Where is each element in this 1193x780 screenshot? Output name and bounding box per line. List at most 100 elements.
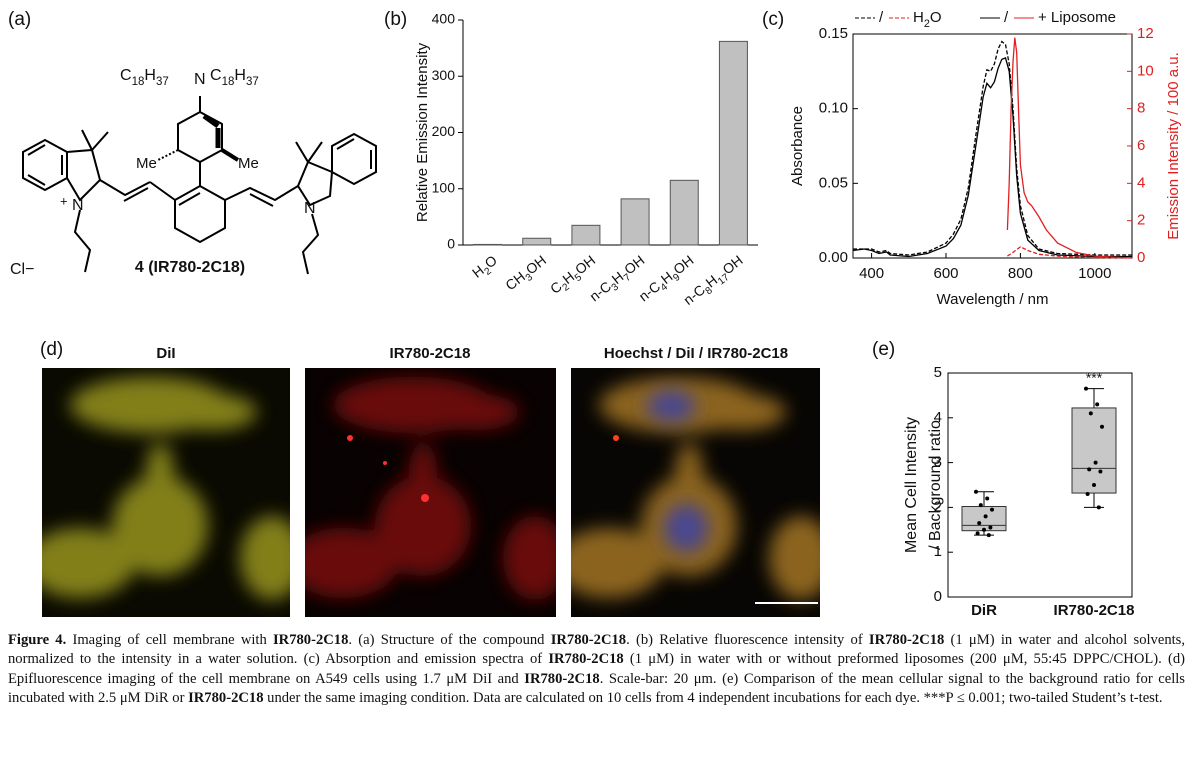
data-point [975, 531, 980, 536]
y2-tick-label: 4 [1137, 174, 1145, 191]
caption-run: . (a) Structure of the compound [348, 632, 551, 648]
caption-run: IR780-2C18 [868, 632, 945, 648]
caption: Figure 4. Imaging of cell membrane with … [8, 631, 1185, 708]
y2-tick-label: 8 [1137, 100, 1145, 117]
caption-run: (1 μM) in water with or without preforme… [8, 651, 1185, 687]
y-axis-label: Relative Emission Intensity [414, 42, 431, 222]
data-point [1092, 483, 1096, 487]
y-tick-label: 2 [934, 498, 942, 515]
data-point [983, 514, 988, 519]
y2-tick-label: 2 [1137, 212, 1145, 229]
x-tick-label: 400 [859, 265, 884, 282]
atom-label: N [304, 200, 316, 217]
bar [669, 179, 699, 246]
legend-separator: / [879, 9, 884, 26]
y2-tick-label: 12 [1137, 25, 1154, 42]
y-tick-label: 400 [432, 11, 456, 27]
y-tick-label: 100 [432, 179, 456, 195]
bar [571, 224, 601, 246]
bar [522, 237, 552, 246]
y-tick-label: 5 [934, 364, 942, 381]
legend-label: + Liposome [1038, 9, 1116, 26]
y-tick-label: 0.10 [819, 100, 848, 117]
data-point [1098, 469, 1103, 474]
series-line [853, 40, 1132, 256]
legend-separator: / [1004, 9, 1009, 26]
caption-run: . Scale-bar: 20 μm. (e) Comparison of th… [8, 670, 1185, 706]
data-point [1100, 424, 1104, 429]
y-tick-label: 0 [934, 588, 942, 605]
image-title: IR780-2C18 [390, 345, 471, 362]
data-point [990, 507, 994, 512]
plot-frame [947, 372, 1133, 598]
y-tick-label: 0 [447, 236, 455, 252]
caption-run: (1 μM) in water and alcohol solvents, no… [8, 632, 1185, 668]
x-tick-label: 600 [933, 265, 958, 282]
caption-run: Imaging of cell membrane with [66, 632, 273, 648]
y-tick-label: 300 [432, 67, 456, 83]
y2-tick-label: 6 [1137, 137, 1145, 154]
caption-run: . (b) Relative fluorescence intensity of [626, 632, 869, 648]
y-tick-label: 4 [934, 409, 942, 426]
caption-run: Figure 4. [8, 632, 67, 648]
image-title: Hoechst / DiI / IR780-2C18 [604, 345, 788, 362]
legend-label: H2O [913, 9, 942, 30]
series-line [1006, 37, 1133, 259]
data-point [974, 489, 978, 494]
data-point [1093, 460, 1098, 465]
y-tick-label: 3 [934, 454, 942, 471]
data-point [1087, 467, 1092, 472]
x-tick-label: H2O [469, 252, 503, 285]
substituent: C18H37 [120, 67, 169, 88]
data-point [982, 527, 986, 532]
y-tick-label: 1 [934, 543, 942, 560]
bar [718, 40, 748, 246]
x-tick-label: CH3OH [502, 252, 552, 297]
caption-run: IR780-2C18 [524, 670, 600, 687]
y-axis-label: Mean Cell Intensity [903, 417, 920, 553]
y-axis-label: Absorbance [789, 106, 806, 186]
counterion: Cl− [10, 261, 34, 278]
x-tick-label: 1000 [1078, 265, 1111, 282]
y2-tick-label: 0 [1137, 249, 1145, 266]
y-tick-label: 200 [432, 123, 456, 139]
caption-run: IR780-2C18 [548, 651, 624, 668]
data-point [986, 533, 991, 538]
panel-label: (d) [40, 339, 63, 360]
y-tick-label: 0.15 [819, 25, 848, 42]
structure-drawing [22, 96, 377, 275]
caption-run: IR780-2C18 [188, 689, 264, 706]
bar [620, 198, 650, 246]
micrograph [571, 368, 820, 617]
caption-run: under the same imaging condition. Data a… [263, 689, 1163, 706]
caption-run: IR780-2C18 [550, 632, 627, 648]
atom-label: N [194, 71, 206, 88]
x-tick-label: IR780-2C18 [1054, 602, 1135, 619]
data-point [978, 503, 983, 508]
substituent: C18H37 [210, 67, 259, 88]
y2-tick-label: 10 [1137, 62, 1154, 79]
data-point [1088, 411, 1093, 416]
panel-label: (e) [872, 339, 895, 360]
y2-axis-label: Emission Intensity / 100 a.u. [1165, 52, 1182, 240]
x-tick-label: 800 [1008, 265, 1033, 282]
panel-label: (a) [8, 9, 31, 30]
methyl: Me [238, 155, 259, 172]
x-tick-label: DiR [971, 602, 997, 619]
compound-label: 4 (IR780-2C18) [135, 259, 245, 276]
series-line [852, 57, 1132, 258]
panel-label: (c) [762, 9, 784, 30]
x-axis-label: Wavelength / nm [937, 291, 1049, 308]
data-point [1085, 491, 1090, 496]
micrograph [305, 368, 556, 617]
bar [473, 243, 503, 246]
figure: (a) (b) (c) (d) (e) C18H37 N C18H37 Me M… [8, 9, 1182, 619]
methyl: Me [136, 155, 157, 172]
atom-label: N [72, 197, 84, 214]
image-title: DiI [156, 345, 175, 362]
caption-run: IR780-2C18 [273, 632, 349, 648]
annotation: *** [1086, 369, 1103, 385]
box [1071, 407, 1117, 494]
y-tick-label: 0.05 [819, 174, 848, 191]
y-tick-label: 0.00 [819, 249, 848, 266]
